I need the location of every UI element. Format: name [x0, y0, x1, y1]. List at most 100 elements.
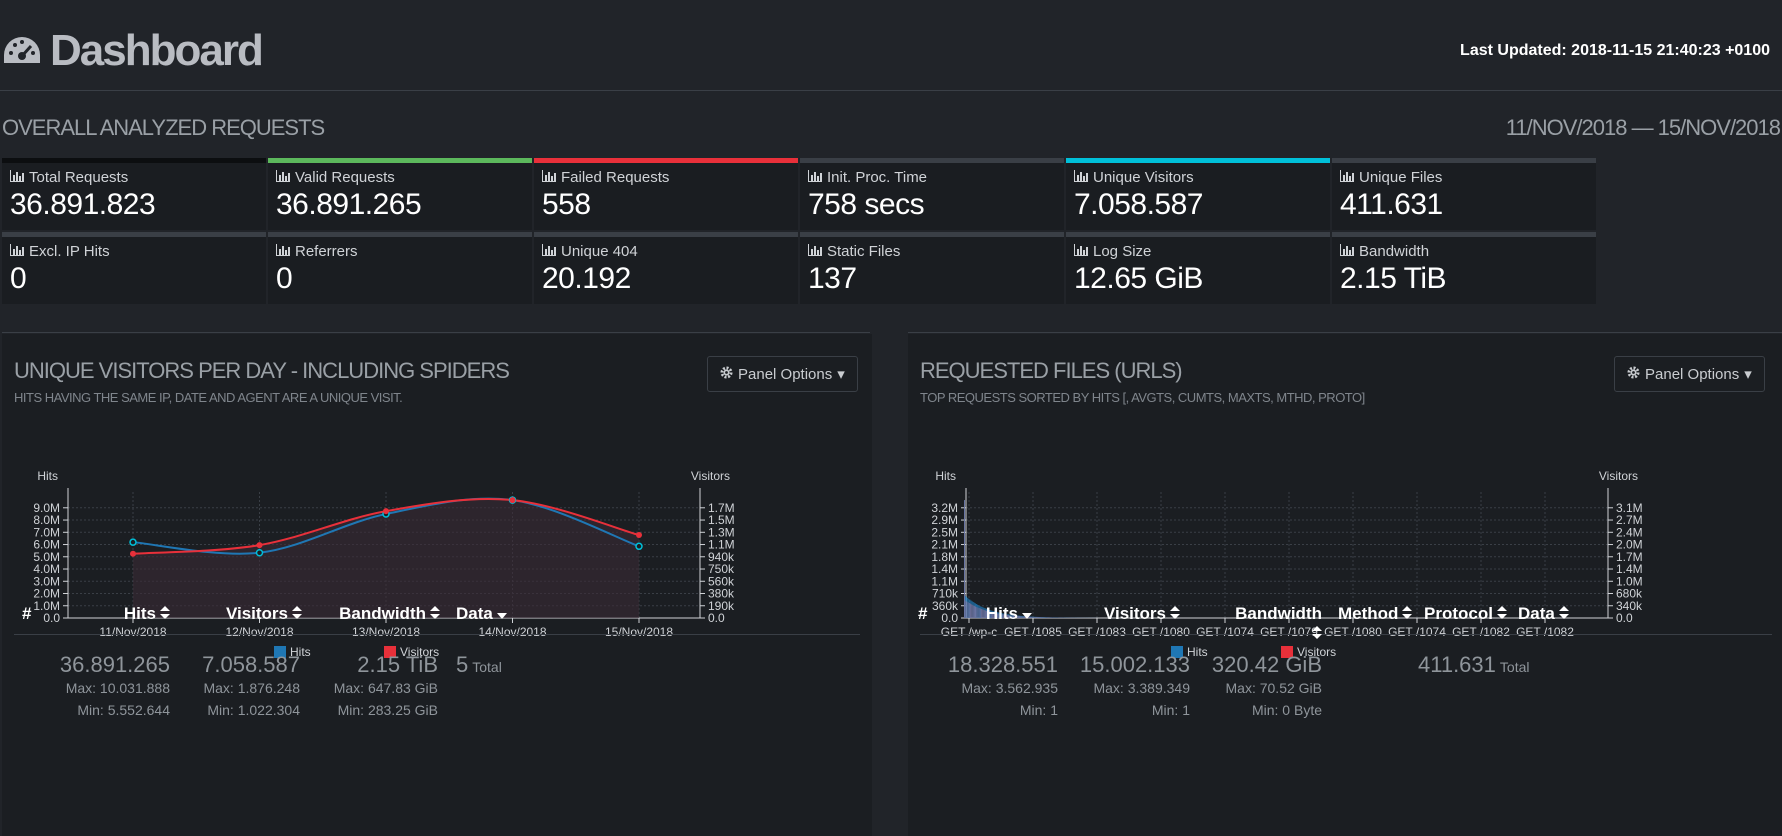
hits-bar[interactable] — [979, 605, 981, 618]
visitors-bar[interactable] — [998, 613, 1000, 618]
visitors-bar[interactable] — [1038, 617, 1039, 618]
hits-bar[interactable] — [1054, 617, 1055, 618]
column-header-visitors[interactable]: Visitors — [1088, 604, 1180, 624]
visitors-bar[interactable] — [1009, 615, 1011, 618]
hits-bar[interactable] — [988, 609, 989, 618]
hits-bar[interactable] — [977, 604, 978, 618]
hits-bar[interactable] — [1052, 617, 1053, 618]
hits-bar[interactable] — [982, 607, 984, 618]
visitors-bar[interactable] — [971, 604, 972, 618]
visitors-bar[interactable] — [981, 608, 982, 618]
visitors-bar[interactable] — [1032, 616, 1034, 618]
visitors-bar[interactable] — [1001, 614, 1003, 618]
hits-bar[interactable] — [1004, 613, 1006, 618]
hits-bar[interactable] — [1011, 614, 1013, 618]
hits-bar[interactable] — [1010, 614, 1011, 618]
visitors-bar[interactable] — [1029, 616, 1030, 618]
visitors-bar[interactable] — [1005, 614, 1006, 618]
visitors-bar[interactable] — [990, 612, 992, 618]
hits-bar[interactable] — [967, 597, 969, 618]
hits-bar[interactable] — [1016, 615, 1018, 618]
visitors-bar[interactable] — [976, 607, 978, 618]
hits-bar[interactable] — [994, 611, 996, 618]
visitors-bar[interactable] — [1017, 616, 1018, 618]
visitors-bar[interactable] — [997, 613, 999, 618]
hits-bar[interactable] — [989, 609, 991, 618]
hits-bar[interactable] — [975, 603, 976, 618]
hits-bar[interactable] — [987, 609, 988, 618]
visitors-bar[interactable] — [1000, 614, 1002, 618]
visitors-bar[interactable] — [988, 611, 990, 618]
hits-bar[interactable] — [1038, 616, 1040, 618]
visitors-bar[interactable] — [977, 607, 979, 618]
hits-bar[interactable] — [1015, 615, 1017, 618]
column-header-bandwidth[interactable]: Bandwidth — [1224, 604, 1322, 644]
visitors-bar[interactable] — [1023, 616, 1025, 618]
hits-bar[interactable] — [981, 606, 983, 618]
hits-bar[interactable] — [969, 599, 971, 618]
visitors-bar[interactable] — [996, 613, 997, 618]
visitors-bar[interactable] — [1045, 617, 1047, 618]
hits-bar[interactable] — [1053, 617, 1054, 618]
visitors-bar[interactable] — [974, 606, 975, 618]
visitors-point[interactable] — [509, 497, 516, 504]
column-header-data[interactable]: Data — [456, 604, 507, 624]
visitors-bar[interactable] — [1044, 617, 1046, 618]
visitors-bar[interactable] — [1003, 614, 1004, 618]
visitors-bar[interactable] — [1048, 617, 1049, 618]
hits-bar[interactable] — [1023, 616, 1025, 618]
visitors-bar[interactable] — [1033, 617, 1035, 618]
hits-bar[interactable] — [1034, 616, 1036, 618]
visitors-bar[interactable] — [1034, 617, 1036, 618]
visitors-bar[interactable] — [970, 603, 971, 618]
hits-bar[interactable] — [1049, 617, 1051, 618]
visitors-bar[interactable] — [1015, 615, 1016, 618]
visitors-bar[interactable] — [1049, 617, 1050, 618]
hits-bar[interactable] — [1030, 616, 1031, 618]
visitors-bar[interactable] — [1040, 617, 1041, 618]
hits-bar[interactable] — [1035, 616, 1037, 618]
hits-bar[interactable] — [1032, 616, 1033, 618]
panel-options-button[interactable]: Panel Options ▾ — [1614, 356, 1765, 392]
visitors-bar[interactable] — [992, 612, 993, 618]
visitors-bar[interactable] — [1039, 617, 1040, 618]
hits-point[interactable] — [129, 538, 137, 546]
hits-bar[interactable] — [1009, 614, 1010, 618]
hits-bar[interactable] — [1006, 614, 1008, 618]
visitors-bar[interactable] — [994, 612, 995, 618]
visitors-bar[interactable] — [1041, 617, 1043, 618]
visitors-bar[interactable] — [1037, 617, 1038, 618]
visitors-bar[interactable] — [1004, 614, 1005, 618]
visitors-bar[interactable] — [1016, 615, 1017, 618]
hits-bar[interactable] — [1012, 614, 1014, 618]
hits-bar[interactable] — [1005, 613, 1007, 618]
visitors-bar[interactable] — [1008, 615, 1010, 618]
hits-bar[interactable] — [973, 602, 975, 618]
hits-bar[interactable] — [993, 611, 995, 618]
visitors-bar[interactable] — [983, 609, 984, 618]
hits-bar[interactable] — [965, 595, 966, 618]
visitors-bar[interactable] — [1006, 614, 1007, 618]
hits-bar[interactable] — [997, 612, 998, 618]
visitors-bar[interactable] — [1047, 617, 1048, 618]
hits-bar[interactable] — [1045, 617, 1047, 618]
visitors-bar[interactable] — [1025, 616, 1026, 618]
visitors-bar[interactable] — [1011, 615, 1013, 618]
visitors-bar[interactable] — [972, 604, 973, 618]
visitors-point[interactable] — [383, 508, 389, 515]
hits-bar[interactable] — [1050, 617, 1052, 618]
hits-bar[interactable] — [1055, 617, 1057, 618]
column-header-hits[interactable]: Hits — [982, 604, 1032, 624]
hits-bar[interactable] — [995, 611, 997, 618]
hits-point[interactable] — [255, 548, 264, 557]
hits-bar[interactable] — [1000, 612, 1002, 618]
visitors-bar[interactable] — [989, 611, 991, 618]
hits-bar[interactable] — [1014, 615, 1016, 618]
hits-bar[interactable] — [1031, 616, 1032, 618]
hits-bar[interactable] — [1046, 617, 1048, 618]
visitors-bar[interactable] — [1036, 617, 1037, 618]
visitors-bar[interactable] — [1019, 616, 1021, 618]
hits-bar[interactable] — [1022, 615, 1024, 618]
hits-bar[interactable] — [1033, 616, 1035, 618]
hits-bar[interactable] — [964, 500, 965, 618]
